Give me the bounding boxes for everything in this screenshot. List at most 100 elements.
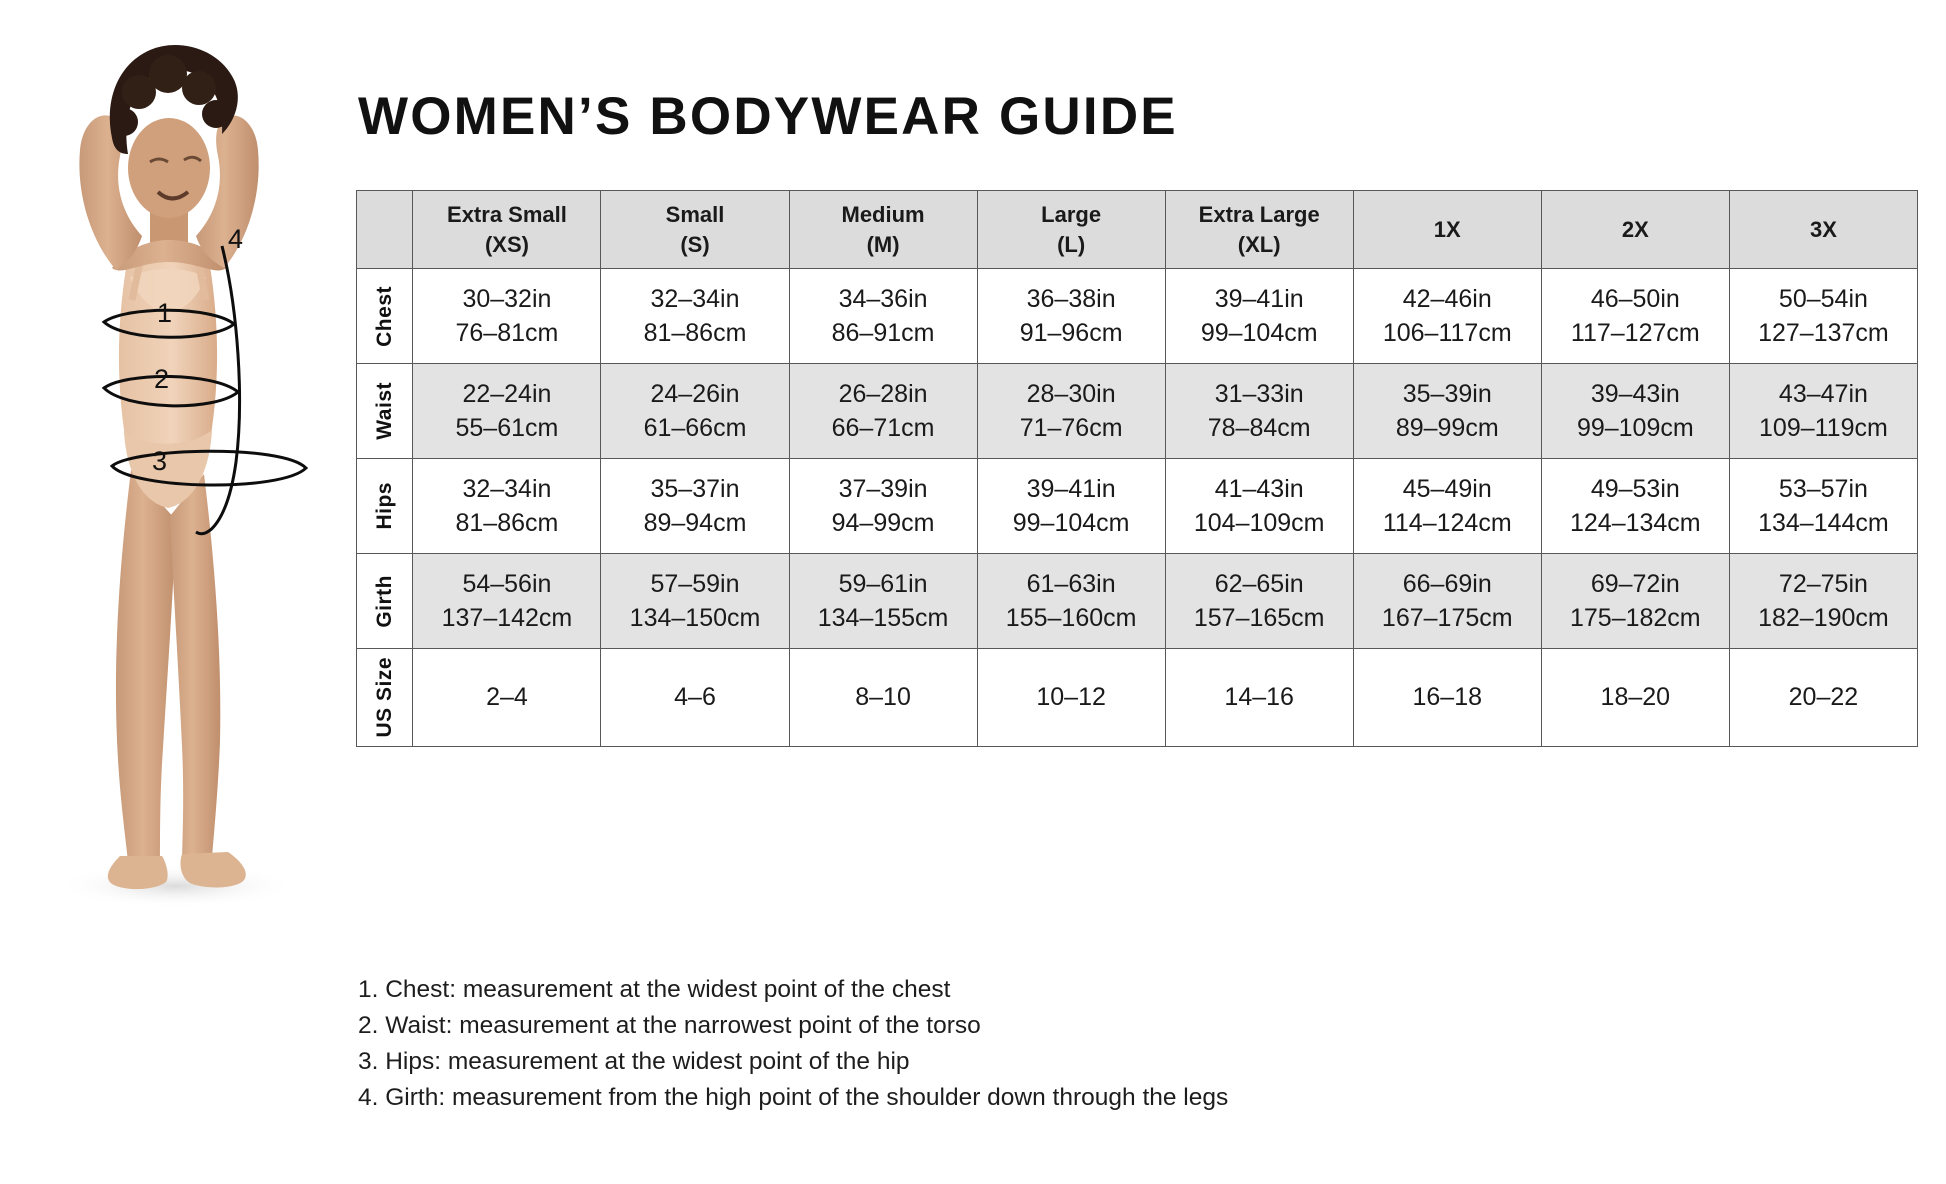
left-strap: [128, 261, 144, 301]
cell-chest-m: 34–36in 86–91cm: [788, 268, 978, 364]
value-cm: 109–119cm: [1759, 414, 1888, 442]
value-cm: 99–109cm: [1576, 414, 1694, 442]
value-cm: 134–155cm: [817, 604, 949, 632]
table-header: Extra Small (XS) Small (S) Medium (M) La…: [355, 190, 1919, 269]
value-in: 18–20: [1600, 683, 1671, 712]
value-cm: 91–96cm: [1019, 319, 1123, 347]
value-cm: 137–142cm: [441, 604, 573, 632]
note-chest: 1. Chest: measurement at the widest poin…: [358, 976, 951, 1003]
cell-waist-m: 26–28in 66–71cm: [788, 363, 978, 459]
shoulders: [112, 240, 226, 271]
cell-waist-1x: 35–39in 89–99cm: [1352, 363, 1542, 459]
cell-waist-xl: 31–33in 78–84cm: [1164, 363, 1354, 459]
value-in: 45–49in: [1402, 474, 1492, 503]
cell-us-size-s: 4–6: [600, 648, 790, 747]
value-cm: 76–81cm: [455, 319, 559, 347]
column-header-1x: 1X: [1352, 190, 1542, 269]
cell-us-size-2x: 18–20: [1540, 648, 1730, 747]
table-row-hips: Hips 32–34in 81–86cm 35–37in 89–94cm 37–…: [355, 458, 1919, 554]
value-in: 61–63in: [1026, 569, 1116, 598]
value-in: 24–26in: [650, 379, 740, 408]
value-cm: 89–94cm: [643, 509, 747, 537]
value-in: 31–33in: [1214, 379, 1304, 408]
value-cm: 99–104cm: [1012, 509, 1130, 537]
measurement-notes: 1. Chest: measurement at the widest poin…: [358, 972, 1558, 1116]
cell-us-size-m: 8–10: [788, 648, 978, 747]
cell-girth-1x: 66–69in 167–175cm: [1352, 553, 1542, 649]
table-row-us-size: US Size 2–4 4–6 8–10 10–12 14–: [355, 648, 1919, 747]
col-name: 3X: [1809, 216, 1837, 242]
cell-us-size-xl: 14–16: [1164, 648, 1354, 747]
callout-2: 2: [154, 364, 169, 394]
value-cm: 117–127cm: [1570, 319, 1700, 347]
row-label-text: Girth: [372, 574, 396, 628]
head: [128, 118, 210, 218]
row-label-text: Chest: [372, 285, 396, 347]
value-in: 32–34in: [650, 284, 740, 313]
value-in: 34–36in: [838, 284, 928, 313]
value-in: 39–41in: [1026, 474, 1116, 503]
cell-us-size-l: 10–12: [976, 648, 1166, 747]
cell-waist-s: 24–26in 61–66cm: [600, 363, 790, 459]
col-abbr: (L): [1057, 231, 1086, 257]
left-foot: [107, 856, 168, 890]
value-in: 39–41in: [1214, 284, 1304, 313]
cell-waist-3x: 43–47in 109–119cm: [1728, 363, 1919, 459]
col-abbr: (XL): [1237, 231, 1281, 257]
value-cm: 55–61cm: [455, 414, 559, 442]
cell-chest-3x: 50–54in 127–137cm: [1728, 268, 1919, 364]
value-in: 32–34in: [462, 474, 552, 503]
value-in: 35–39in: [1402, 379, 1492, 408]
col-name: Medium: [841, 202, 925, 228]
cell-us-size-3x: 20–22: [1728, 648, 1919, 747]
value-cm: 157–165cm: [1193, 604, 1325, 632]
value-cm: 71–76cm: [1019, 414, 1123, 442]
column-header-m: Medium (M): [788, 190, 978, 269]
value-cm: 66–71cm: [831, 414, 935, 442]
cell-hips-s: 35–37in 89–94cm: [600, 458, 790, 554]
col-name: 1X: [1433, 216, 1461, 242]
col-name: Extra Small: [447, 202, 567, 228]
column-header-s: Small (S): [600, 190, 790, 269]
col-name: Small: [665, 202, 725, 228]
value-in: 26–28in: [838, 379, 928, 408]
value-in: 39–43in: [1590, 379, 1680, 408]
cell-hips-l: 39–41in 99–104cm: [976, 458, 1166, 554]
value-cm: 134–144cm: [1758, 509, 1889, 537]
row-label-hips: Hips: [355, 458, 414, 554]
right-eye: [183, 155, 202, 163]
cell-girth-2x: 69–72in 175–182cm: [1540, 553, 1730, 649]
table-row-waist: Waist 22–24in 55–61cm 24–26in 61–66cm 26…: [355, 363, 1919, 459]
value-cm: 182–190cm: [1758, 604, 1889, 632]
note-girth: 4. Girth: measurement from the high poin…: [358, 1084, 1229, 1111]
value-in: 43–47in: [1778, 379, 1868, 408]
col-abbr: (S): [680, 231, 710, 257]
value-cm: 175–182cm: [1569, 604, 1701, 632]
note-hips: 3. Hips: measurement at the widest point…: [358, 1048, 910, 1075]
value-in: 10–12: [1036, 683, 1106, 712]
value-cm: 167–175cm: [1381, 604, 1513, 632]
smile: [156, 190, 190, 201]
right-foot: [180, 852, 246, 888]
col-abbr: (M): [866, 231, 900, 257]
hair-curl: [110, 108, 138, 136]
value-cm: 81–86cm: [643, 319, 747, 347]
cell-waist-2x: 39–43in 99–109cm: [1540, 363, 1730, 459]
cell-girth-3x: 72–75in 182–190cm: [1728, 553, 1919, 649]
right-arm: [196, 115, 259, 268]
cell-girth-s: 57–59in 134–150cm: [600, 553, 790, 649]
left-eye: [149, 157, 169, 164]
column-header-2x: 2X: [1540, 190, 1730, 269]
cell-hips-2x: 49–53in 124–134cm: [1540, 458, 1730, 554]
value-cm: 104–109cm: [1193, 509, 1325, 537]
corner-cell: [355, 190, 414, 269]
value-in: 2–4: [486, 683, 528, 712]
hair: [109, 45, 238, 154]
value-cm: 81–86cm: [455, 509, 559, 537]
value-in: 50–54in: [1778, 284, 1868, 313]
cell-waist-xs: 22–24in 55–61cm: [412, 363, 602, 459]
value-in: 46–50in: [1590, 284, 1680, 313]
note-waist: 2. Waist: measurement at the narrowest p…: [358, 1012, 981, 1039]
callout-4: 4: [228, 224, 243, 254]
cell-hips-xl: 41–43in 104–109cm: [1164, 458, 1354, 554]
